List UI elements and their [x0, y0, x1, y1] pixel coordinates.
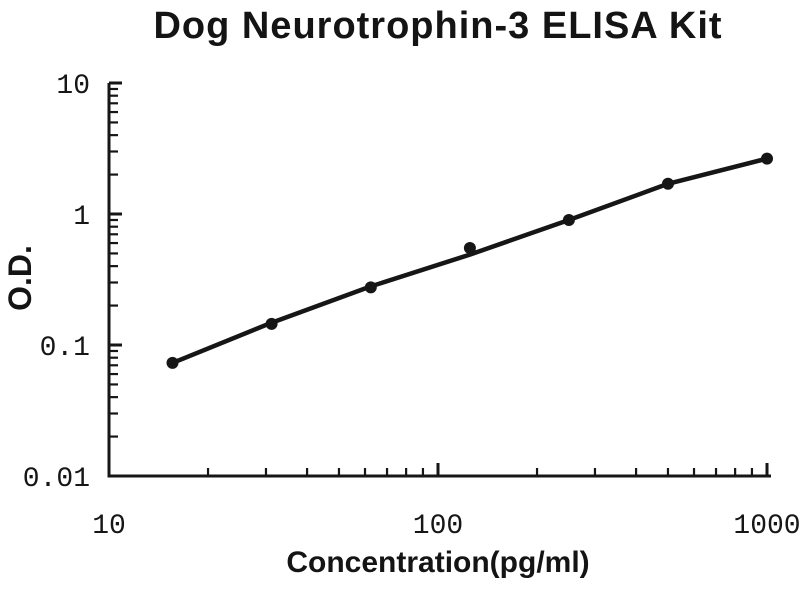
- x-tick-label: 100: [413, 511, 463, 542]
- y-tick-label: 1: [73, 202, 90, 233]
- data-point: [265, 317, 278, 330]
- y-tick-label: 10: [56, 71, 90, 102]
- data-point: [166, 356, 179, 369]
- y-tick-label: 0.1: [40, 333, 90, 364]
- data-point: [761, 152, 773, 165]
- data-point: [562, 214, 575, 226]
- y-tick-label: 0.01: [23, 464, 90, 495]
- data-point: [364, 281, 377, 294]
- x-tick-label: 10: [92, 511, 126, 542]
- trend-line: [170, 156, 770, 366]
- x-tick-label: 1000: [733, 511, 800, 542]
- x-axis-title: Concentration(pg/ml): [286, 546, 590, 579]
- data-point: [463, 242, 476, 254]
- chart-title: Dog Neurotrophin-3 ELISA Kit: [153, 5, 723, 47]
- data-point: [662, 177, 674, 190]
